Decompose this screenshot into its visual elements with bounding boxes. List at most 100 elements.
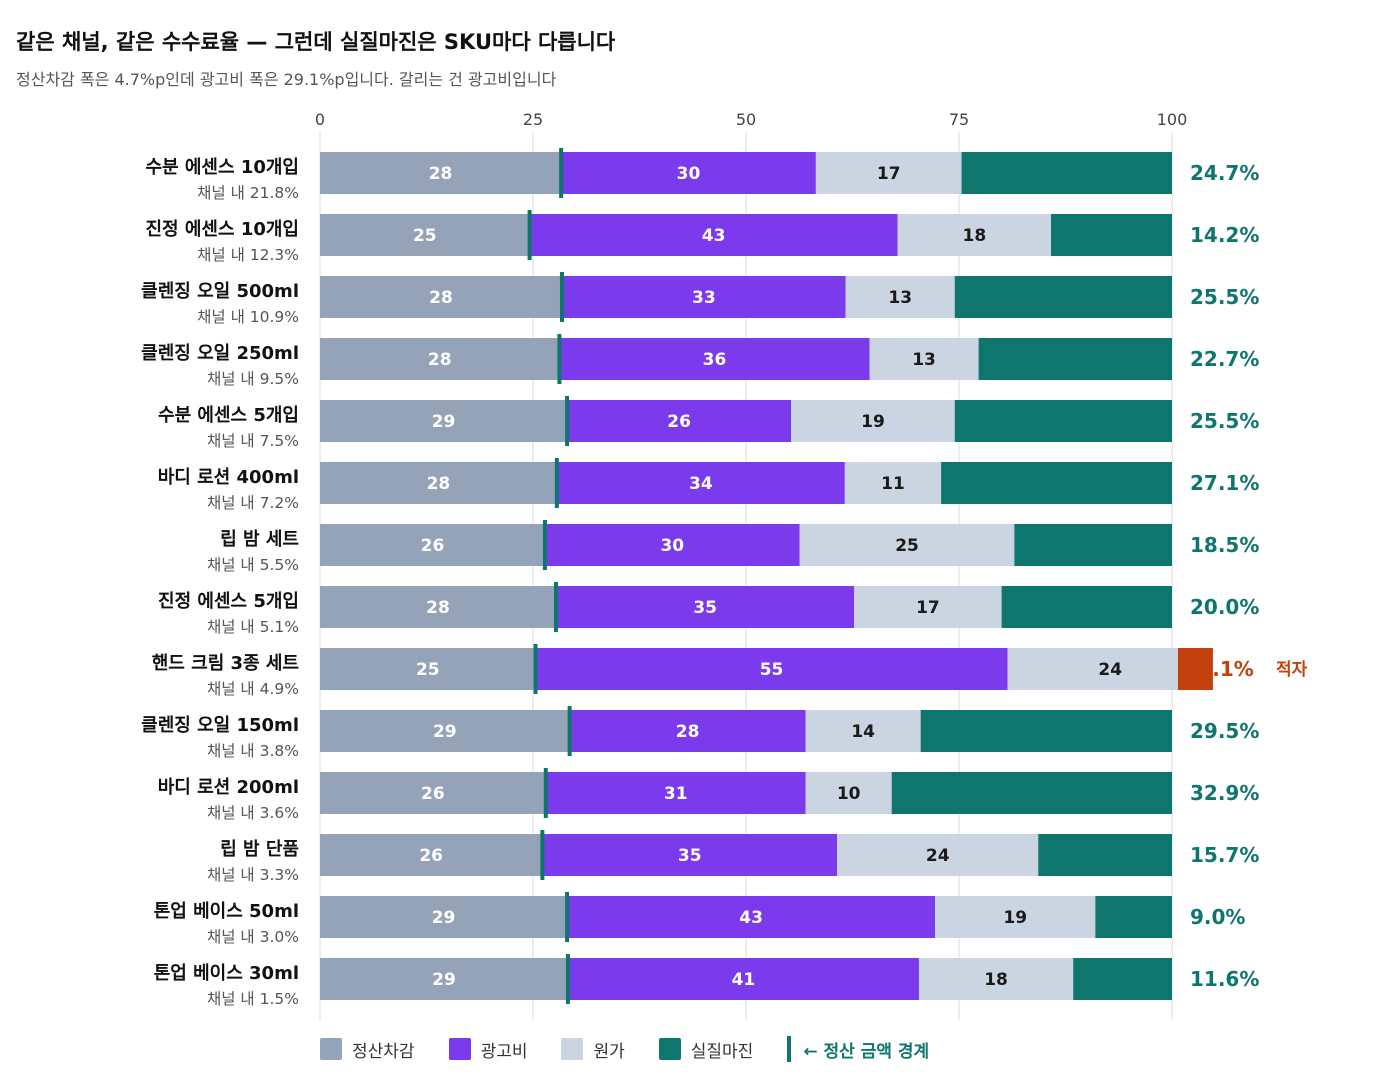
bar-segment-ad (567, 896, 936, 938)
margin-value-label: 15.7% (1190, 843, 1259, 867)
x-tick-label: 0 (315, 110, 325, 129)
margin-value-label: 20.0% (1190, 595, 1259, 619)
settlement-boundary-marker (565, 892, 570, 942)
settlement-boundary-marker (557, 334, 562, 384)
bar-segment-loss (1177, 648, 1213, 690)
x-tick-label: 25 (523, 110, 543, 129)
segment-label-settlement: 25 (413, 226, 437, 246)
bar-segment-margin (1095, 896, 1172, 938)
sku-share-label: 채널 내 7.2% (207, 494, 299, 512)
bar-segment-ad (559, 338, 870, 380)
segment-label-cost: 17 (877, 164, 901, 184)
bar-segment-settlement (320, 276, 562, 318)
segment-label-settlement: 29 (432, 908, 456, 928)
legend: 정산차감 광고비 원가 실질마진 ← 정산 금액 경계 (320, 1036, 963, 1062)
sku-label: 톤업 베이스 30ml (154, 963, 299, 984)
bar-segment-cost (815, 152, 962, 194)
segment-label-cost: 13 (912, 350, 936, 370)
margin-value-label: 24.7% (1190, 161, 1259, 185)
bar-segment-settlement (320, 462, 557, 504)
bar-segment-settlement (320, 710, 570, 752)
sku-share-label: 채널 내 4.9% (207, 680, 299, 698)
margin-value-label: -4.1% (1190, 657, 1254, 681)
segment-label-settlement: 26 (419, 846, 443, 866)
sku-share-label: 채널 내 21.8% (197, 184, 299, 202)
sku-share-label: 채널 내 5.5% (207, 556, 299, 574)
bar-segment-ad (535, 648, 1008, 690)
bar-segment-settlement (320, 214, 530, 256)
legend-item-cost: 원가 (561, 1037, 625, 1062)
segment-label-ad: 31 (664, 784, 688, 804)
bar-segment-ad (529, 214, 898, 256)
segment-label-cost: 18 (963, 226, 987, 246)
bar-segment-margin (1051, 214, 1172, 256)
segment-label-ad: 55 (760, 660, 784, 680)
margin-value-label: 29.5% (1190, 719, 1259, 743)
settlement-boundary-marker (542, 520, 547, 570)
segment-label-settlement: 28 (427, 474, 451, 494)
legend-item-boundary: ← 정산 금액 경계 (787, 1036, 929, 1062)
bar-segment-cost (935, 896, 1096, 938)
sku-label: 립 밤 세트 (220, 529, 299, 550)
legend-label-boundary: ← 정산 금액 경계 (803, 1041, 930, 1062)
legend-swatch-cost (561, 1038, 584, 1060)
bar-segment-ad (545, 772, 806, 814)
segment-label-ad: 30 (677, 164, 701, 184)
margin-value-label: 25.5% (1190, 409, 1259, 433)
settlement-boundary-marker (567, 706, 572, 756)
bar-segment-settlement (320, 338, 560, 380)
segment-label-ad: 36 (703, 350, 727, 370)
bar-segment-ad (542, 834, 838, 876)
bar-segment-cost (799, 524, 1015, 566)
segment-label-ad: 28 (676, 722, 700, 742)
legend-swatch-settlement (320, 1038, 342, 1060)
bar-segment-ad (561, 276, 846, 318)
sku-share-label: 채널 내 9.5% (207, 370, 299, 388)
bar-segment-ad (567, 958, 919, 1000)
bar-segment-margin (920, 710, 1172, 752)
bar-segment-cost (791, 400, 955, 442)
sku-share-label: 채널 내 3.0% (207, 928, 299, 946)
bar-segment-margin (891, 772, 1172, 814)
segment-label-cost: 10 (837, 784, 861, 804)
segment-label-cost: 17 (916, 598, 940, 618)
margin-value-label: 11.6% (1190, 967, 1259, 991)
legend-label-settlement: 정산차감 (352, 1041, 415, 1062)
legend-item-margin: 실질마진 (658, 1037, 754, 1062)
segment-label-ad: 33 (692, 288, 716, 308)
segment-label-settlement: 29 (432, 412, 456, 432)
x-tick-label: 50 (736, 110, 756, 129)
legend-item-settlement: 정산차감 (320, 1037, 415, 1062)
legend-label-ad: 광고비 (480, 1041, 528, 1062)
bar-segment-settlement (320, 648, 536, 690)
segment-label-ad: 43 (702, 226, 726, 246)
bar-segment-settlement (320, 586, 557, 628)
settlement-boundary-marker (565, 396, 570, 446)
segment-label-ad: 43 (739, 908, 763, 928)
segment-label-settlement: 29 (433, 722, 457, 742)
sku-share-label: 채널 내 12.3% (197, 246, 299, 264)
segment-label-cost: 11 (881, 474, 905, 494)
settlement-boundary-marker (533, 644, 538, 694)
segment-label-cost: 13 (888, 288, 912, 308)
legend-label-margin: 실질마진 (690, 1041, 754, 1062)
sku-share-label: 채널 내 1.5% (207, 990, 299, 1008)
bar-segment-margin (954, 400, 1172, 442)
bar-segment-settlement (320, 834, 543, 876)
segment-label-settlement: 26 (421, 784, 445, 804)
bar-segment-margin (941, 462, 1172, 504)
segment-label-ad: 26 (667, 412, 691, 432)
segment-label-cost: 24 (1098, 660, 1122, 680)
segment-label-cost: 25 (895, 536, 919, 556)
settlement-boundary-marker (543, 768, 548, 818)
margin-value-label: 9.0% (1190, 905, 1245, 929)
bar-segment-margin (961, 152, 1172, 194)
sku-share-label: 채널 내 7.5% (207, 432, 299, 450)
bar-segment-margin (1001, 586, 1172, 628)
bar-segment-settlement (320, 772, 546, 814)
legend-label-cost: 원가 (593, 1041, 625, 1062)
sku-label: 클렌징 오일 250ml (141, 343, 299, 364)
sku-label: 클렌징 오일 500ml (141, 281, 299, 302)
sku-share-label: 채널 내 3.3% (207, 866, 299, 884)
